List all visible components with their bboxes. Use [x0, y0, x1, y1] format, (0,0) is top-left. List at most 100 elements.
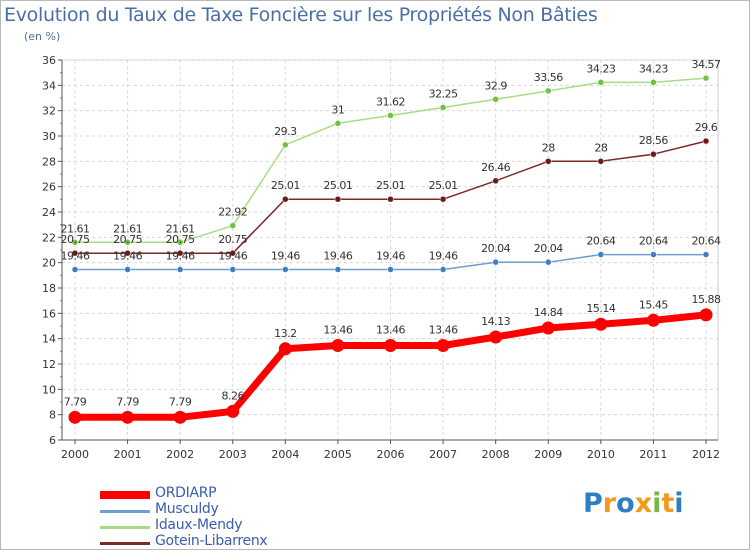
legend-label: Musculdy	[155, 501, 219, 517]
data-label: 28	[594, 141, 607, 154]
y-tick-label: 6	[49, 434, 56, 447]
data-label: 19.46	[376, 250, 405, 263]
data-label: 19.46	[113, 250, 142, 263]
legend-swatch	[100, 525, 150, 529]
logo-letter: i	[674, 488, 684, 519]
data-point	[282, 141, 289, 149]
data-point	[334, 266, 342, 273]
data-point	[229, 222, 236, 229]
x-tick-label: 2004	[271, 448, 299, 461]
data-label: 32.25	[429, 88, 458, 101]
y-tick-label: 34	[42, 79, 56, 92]
data-point	[545, 258, 552, 266]
data-point	[650, 79, 657, 86]
logo-letter: x	[634, 488, 653, 519]
data-label: 34.57	[692, 58, 721, 71]
data-point	[699, 308, 713, 322]
data-point	[334, 195, 342, 203]
data-label: 19.46	[429, 250, 458, 263]
data-point	[597, 251, 605, 258]
x-tick-label: 2012	[692, 448, 720, 461]
y-tick-label: 16	[42, 307, 56, 320]
data-label: 19.46	[271, 250, 300, 263]
data-point	[439, 266, 447, 273]
data-point	[278, 342, 292, 356]
data-label: 26.46	[481, 161, 510, 174]
y-tick-label: 32	[42, 105, 56, 118]
data-point	[384, 339, 397, 353]
data-point	[282, 266, 289, 273]
plot-area	[61, 59, 719, 441]
data-label: 20.64	[639, 235, 668, 248]
data-label: 29.6	[695, 121, 718, 134]
data-label: 15.88	[692, 293, 721, 306]
data-point	[650, 251, 657, 258]
data-point	[124, 239, 131, 246]
data-label: 13.46	[376, 324, 405, 337]
data-point	[489, 330, 503, 344]
x-tick-label: 2002	[166, 448, 194, 461]
data-point	[439, 104, 447, 111]
data-point	[121, 410, 135, 424]
data-label: 20.75	[218, 233, 247, 246]
y-tick-label: 36	[42, 54, 56, 67]
data-point	[124, 249, 131, 257]
data-point	[173, 410, 187, 424]
data-label: 13.46	[323, 324, 352, 337]
data-label: 15.45	[639, 298, 668, 311]
y-tick-label: 8	[49, 409, 56, 422]
data-label: 13.2	[274, 327, 297, 340]
data-label: 21.61	[166, 222, 195, 235]
data-point	[71, 249, 79, 257]
data-label: 20.75	[61, 233, 90, 246]
data-point	[176, 266, 184, 273]
y-tick-label: 14	[42, 333, 56, 346]
data-point	[387, 112, 394, 119]
data-point	[702, 74, 710, 82]
data-point	[597, 79, 605, 86]
data-label: 28	[542, 141, 555, 154]
data-label: 15.14	[586, 302, 615, 315]
data-label: 8.26	[222, 389, 245, 402]
data-label: 13.46	[429, 324, 458, 337]
data-label: 20.75	[113, 233, 142, 246]
data-point	[545, 158, 552, 165]
data-label: 25.01	[271, 179, 300, 192]
data-point	[68, 410, 82, 424]
x-tick-label: 2011	[639, 448, 667, 461]
logo-letter: o	[616, 488, 635, 519]
data-label: 19.46	[323, 250, 352, 263]
data-label: 31	[331, 103, 344, 116]
data-label: 20.04	[534, 242, 563, 255]
data-label: 19.46	[218, 250, 247, 263]
x-tick-label: 2008	[482, 448, 510, 461]
data-point	[545, 87, 552, 95]
y-tick-label: 28	[42, 155, 56, 168]
data-point	[541, 321, 555, 335]
x-tick-label: 2003	[219, 448, 247, 461]
data-point	[702, 251, 710, 258]
data-point	[439, 195, 447, 203]
data-label: 25.01	[323, 179, 352, 192]
x-tick-label: 2006	[377, 448, 405, 461]
data-label: 25.01	[429, 179, 458, 192]
data-label: 20.75	[166, 233, 195, 246]
legend-swatch	[100, 491, 150, 499]
data-point	[702, 137, 710, 145]
data-label: 33.56	[534, 71, 563, 84]
data-point	[492, 96, 499, 103]
data-label: 19.46	[61, 250, 90, 263]
data-point	[492, 177, 499, 185]
data-label: 28.56	[639, 134, 668, 147]
data-point	[71, 266, 79, 273]
legend-label: ORDIARP	[155, 485, 217, 501]
data-point	[334, 120, 342, 127]
data-label: 20.64	[586, 235, 615, 248]
y-tick-label: 18	[42, 282, 56, 295]
data-label: 31.62	[376, 95, 405, 108]
y-tick-label: 30	[42, 130, 56, 143]
logo-letter: i	[652, 488, 662, 519]
legend-label: Idaux-Mendy	[155, 517, 243, 533]
data-point	[71, 239, 79, 246]
